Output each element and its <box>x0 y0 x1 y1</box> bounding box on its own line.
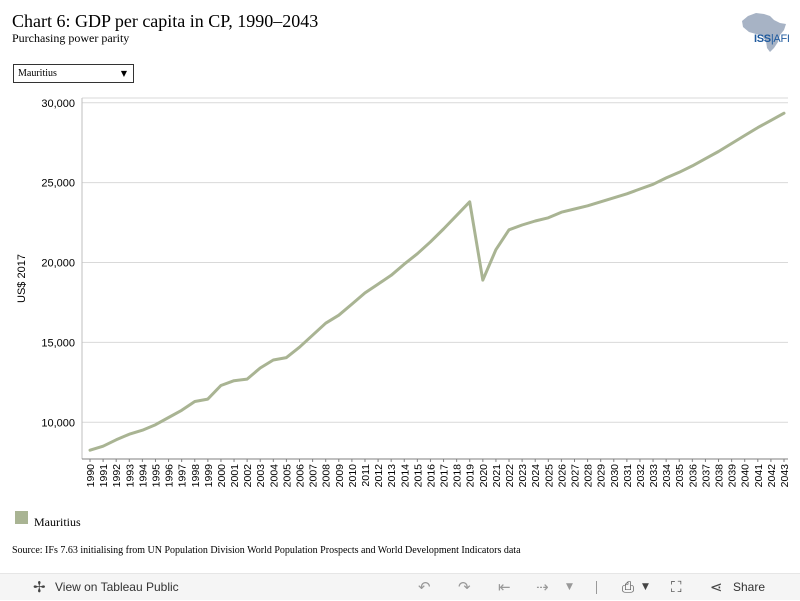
tick-labels: 10,000 15,000 20,000 25,000 30,000 US$ 2017 19… <box>16 98 791 488</box>
africa-map-icon <box>742 13 786 52</box>
x-tick-label: 1991 <box>98 464 110 488</box>
x-tick-label: 2018 <box>452 464 464 488</box>
x-tick-label: 2008 <box>321 464 333 488</box>
x-tick-label: 1999 <box>203 464 215 488</box>
x-tick-label: 2043 <box>779 464 791 488</box>
x-tick-label: 2009 <box>334 464 346 488</box>
undo-icon[interactable]: ↶ <box>418 578 431 596</box>
axis-layer <box>81 97 788 462</box>
y-tick-label: 25,000 <box>41 178 75 190</box>
x-tick-label: 2033 <box>648 464 660 488</box>
download-icon[interactable]: ⎙ <box>622 578 635 596</box>
series-layer <box>88 111 786 452</box>
x-tick-label: 2028 <box>583 464 595 488</box>
country-select[interactable]: Mauritius ▼ <box>13 64 134 83</box>
y-tick-label: 30,000 <box>41 98 75 110</box>
x-tick-label: 2006 <box>295 464 307 488</box>
legend-label: Mauritius <box>34 515 81 529</box>
refresh-icon[interactable]: ⇢ <box>536 578 549 596</box>
x-tick-label: 2007 <box>308 464 320 488</box>
x-tick-label: 2038 <box>714 464 726 488</box>
x-tick-label: 1998 <box>190 464 202 488</box>
y-tick-label: 20,000 <box>41 258 75 270</box>
x-tick-label: 2042 <box>766 464 778 488</box>
view-on-tableau-link[interactable]: View on Tableau Public <box>55 580 179 594</box>
x-tick-label: 2015 <box>412 464 424 488</box>
tableau-toolbar: ✢ View on Tableau Public ↶ ↷ ⇤ ⇢ ▼ ⎙ ▼ ⛶… <box>0 573 800 600</box>
dropdown-arrow-icon: ▼ <box>120 69 127 78</box>
x-tick-label: 1994 <box>137 464 149 488</box>
grid-layer <box>82 102 788 423</box>
legend-swatch <box>15 511 28 524</box>
x-tick-label: 2027 <box>569 464 581 488</box>
x-tick-label: 2016 <box>425 464 437 488</box>
x-tick-label: 2002 <box>242 464 254 488</box>
share-icon[interactable]: ⋖ <box>710 578 723 596</box>
toolbar-divider <box>596 581 597 594</box>
x-tick-label: 2030 <box>609 464 621 488</box>
source-note: Source: IFs 7.63 initialising from UN Po… <box>12 545 521 556</box>
country-select-value: Mauritius <box>18 68 57 79</box>
x-tick-label: 2014 <box>399 464 411 488</box>
chart-title: Chart 6: GDP per capita in CP, 1990–2043 <box>12 11 319 31</box>
y-tick-label: 10,000 <box>41 417 75 429</box>
x-tick-label: 2022 <box>504 464 516 488</box>
x-tick-label: 2025 <box>543 464 555 488</box>
x-tick-label: 2039 <box>727 464 739 488</box>
share-button[interactable]: Share <box>733 580 766 594</box>
x-tick-label: 1990 <box>85 464 97 488</box>
x-tick-label: 2035 <box>674 464 686 488</box>
x-tick-label: 2004 <box>268 464 280 488</box>
y-axis-label: US$ 2017 <box>16 254 28 303</box>
x-tick-label: 2037 <box>700 464 712 488</box>
x-tick-label: 2029 <box>596 464 608 488</box>
refresh-dropdown-icon[interactable]: ▼ <box>566 582 573 592</box>
x-tick-label: 2020 <box>478 464 490 488</box>
x-tick-label: 2010 <box>347 464 359 488</box>
x-tick-label: 2034 <box>661 464 673 488</box>
x-tick-label: 2001 <box>229 464 241 488</box>
revert-icon[interactable]: ⇤ <box>498 578 511 596</box>
gdp-line-chart: 10,000 15,000 20,000 25,000 30,000 US$ 2017 19… <box>16 97 791 488</box>
x-tick-label: 2024 <box>530 464 542 488</box>
x-tick-label: 2019 <box>465 464 477 488</box>
x-tick-label: 2000 <box>216 464 228 488</box>
x-tick-label: 2036 <box>687 464 699 488</box>
x-tick-label: 2032 <box>635 464 647 488</box>
x-tick-label: 1995 <box>150 464 162 488</box>
redo-icon[interactable]: ↷ <box>458 578 471 596</box>
fullscreen-icon[interactable]: ⛶ <box>671 578 682 596</box>
x-tick-label: 2026 <box>556 464 568 488</box>
chart-subtitle: Purchasing power parity <box>12 31 130 45</box>
x-tick-label: 2011 <box>360 464 372 487</box>
x-tick-label: 2031 <box>622 464 634 488</box>
series-line-mauritius <box>88 111 786 452</box>
x-tick-label: 2040 <box>740 464 752 488</box>
tableau-icon: ✢ <box>33 578 46 596</box>
y-tick-label: 15,000 <box>41 337 75 349</box>
x-tick-label: 2013 <box>386 464 398 488</box>
logo-wordmark: ISS|AFI <box>754 33 790 45</box>
x-tick-label: 1993 <box>124 464 136 488</box>
x-tick-label: 2005 <box>281 464 293 488</box>
x-tick-label: 1997 <box>177 464 189 488</box>
x-tick-label: 2023 <box>517 464 529 488</box>
x-tick-label: 2003 <box>255 464 267 488</box>
x-tick-label: 1996 <box>164 464 176 488</box>
x-tick-label: 2021 <box>491 464 503 488</box>
x-tick-label: 2041 <box>753 464 765 488</box>
x-tick-label: 2017 <box>439 464 451 488</box>
x-tick-label: 1992 <box>111 464 123 488</box>
download-dropdown-icon[interactable]: ▼ <box>642 582 649 592</box>
x-tick-label: 2012 <box>373 464 385 488</box>
